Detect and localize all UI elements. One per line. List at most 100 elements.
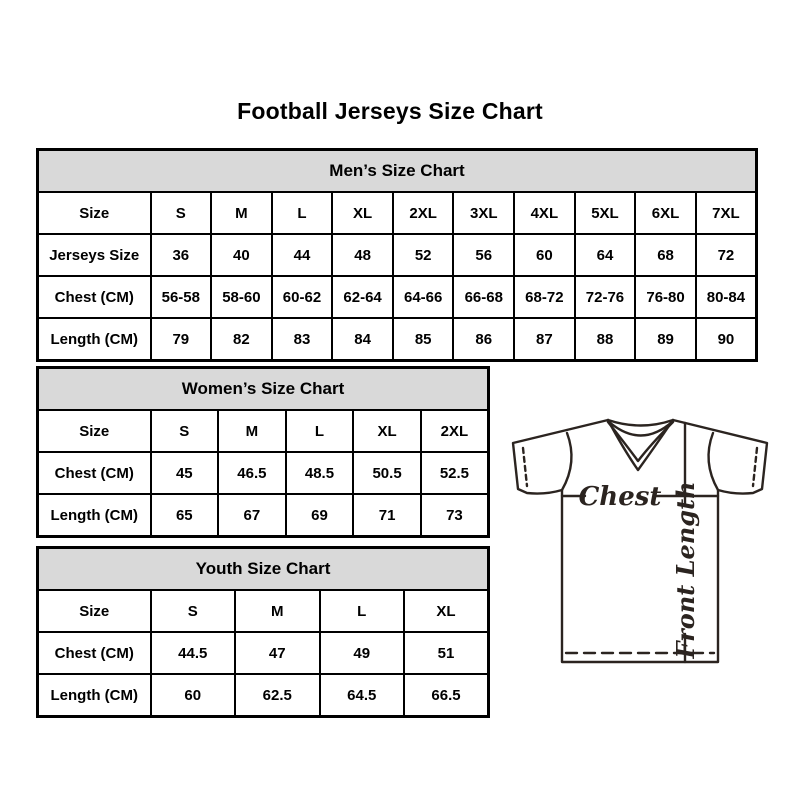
mens-size-table: Men’s Size Chart Size S M L XL 2XL 3XL 4XL 5XL 6XL… (36, 148, 758, 362)
value-cell: 82 (210, 317, 273, 362)
value-cell: 48 (331, 233, 394, 277)
table-row: Length (CM) 65 67 69 71 73 (36, 493, 490, 538)
value-cell: 4XL (513, 191, 576, 235)
value-cell: 52 (391, 233, 455, 277)
womens-size-table: Women’s Size Chart Size S M L XL 2XL Chest (CM)… (36, 366, 490, 538)
table-row: Size S M L XL (36, 589, 490, 633)
value-cell: 62.5 (234, 673, 321, 718)
value-cell: 84 (331, 317, 394, 362)
value-cell: 83 (270, 317, 334, 362)
value-cell: XL (352, 409, 422, 453)
row-label-cell: Length (CM) (36, 493, 152, 538)
value-cell: 6XL (634, 191, 697, 235)
value-cell: 62-64 (331, 275, 394, 319)
right-cuff-stitch-line (751, 446, 759, 488)
value-cell: 65 (149, 493, 220, 538)
mens-table-title: Men’s Size Chart (36, 148, 758, 193)
value-cell: 79 (149, 317, 213, 362)
jersey-outline (511, 418, 769, 664)
value-cell: 56 (452, 233, 516, 277)
row-label-cell: Size (36, 589, 152, 633)
armhole-seam-left (560, 431, 573, 492)
chest-label: Chest (579, 482, 662, 512)
row-label-cell: Size (36, 191, 152, 235)
value-cell: 89 (634, 317, 697, 362)
value-cell: 86 (452, 317, 516, 362)
value-cell: L (284, 409, 355, 453)
collar-outer-v (606, 418, 675, 472)
value-cell: 60-62 (270, 275, 334, 319)
value-cell: 3XL (452, 191, 516, 235)
table-row: Size S M L XL 2XL 3XL 4XL 5XL 6XL 7XL (36, 191, 758, 235)
front-length-label: Front Length (671, 481, 700, 659)
table-row: Chest (CM) 44.5 47 49 51 (36, 631, 490, 675)
value-cell: 7XL (694, 191, 758, 235)
value-cell: 45 (149, 451, 220, 495)
value-cell: 40 (210, 233, 273, 277)
value-cell: 88 (573, 317, 637, 362)
womens-table-title: Women’s Size Chart (36, 366, 490, 411)
row-label-cell: Chest (CM) (36, 631, 152, 675)
left-cuff-stitch-line (521, 446, 529, 488)
value-cell: 66.5 (403, 673, 490, 718)
value-cell: 90 (694, 317, 758, 362)
value-cell: L (270, 191, 334, 235)
value-cell: S (149, 409, 220, 453)
value-cell: 49 (318, 631, 405, 675)
value-cell: XL (403, 589, 490, 633)
page-title: Football Jerseys Size Chart (237, 98, 543, 124)
value-cell: M (234, 589, 321, 633)
collar-top-edge (606, 418, 675, 427)
value-cell: 64-66 (391, 275, 455, 319)
value-cell: 68-72 (513, 275, 576, 319)
value-cell: 44.5 (149, 631, 236, 675)
value-cell: L (318, 589, 405, 633)
value-cell: 68 (634, 233, 697, 277)
value-cell: 69 (284, 493, 355, 538)
value-cell: M (217, 409, 287, 453)
value-cell: 60 (513, 233, 576, 277)
armhole-seam-right (707, 431, 720, 492)
value-cell: 52.5 (419, 451, 490, 495)
value-cell: 67 (217, 493, 287, 538)
value-cell: 60 (149, 673, 236, 718)
row-label-cell: Size (36, 409, 152, 453)
value-cell: 56-58 (149, 275, 213, 319)
value-cell: S (149, 589, 236, 633)
value-cell: 47 (234, 631, 321, 675)
value-cell: 76-80 (634, 275, 697, 319)
table-row: Jerseys Size 36 40 44 48 52 56 60 64 68 72 (36, 233, 758, 277)
row-label-cell: Chest (CM) (36, 451, 152, 495)
value-cell: 44 (270, 233, 334, 277)
row-label-cell: Jerseys Size (36, 233, 152, 277)
value-cell: 85 (391, 317, 455, 362)
value-cell: 87 (513, 317, 576, 362)
value-cell: 36 (149, 233, 213, 277)
row-label-cell: Chest (CM) (36, 275, 152, 319)
value-cell: 51 (403, 631, 490, 675)
value-cell: 64.5 (318, 673, 405, 718)
collar-rib-arc-1 (606, 419, 675, 437)
youth-table-title: Youth Size Chart (36, 546, 490, 591)
table-row: Length (CM) 60 62.5 64.5 66.5 (36, 673, 490, 718)
collar-inner-v (606, 420, 675, 463)
table-row: Length (CM) 79 82 83 84 85 86 87 88 89 90 (36, 317, 758, 362)
value-cell: 72 (694, 233, 758, 277)
table-row: Chest (CM) 56-58 58-60 60-62 62-64 64-66 66-68… (36, 275, 758, 319)
table-row: Size S M L XL 2XL (36, 409, 490, 453)
value-cell: 46.5 (217, 451, 287, 495)
value-cell: 80-84 (694, 275, 758, 319)
value-cell: XL (331, 191, 394, 235)
value-cell: 2XL (419, 409, 490, 453)
value-cell: S (149, 191, 213, 235)
value-cell: 58-60 (210, 275, 273, 319)
value-cell: 71 (352, 493, 422, 538)
value-cell: M (210, 191, 273, 235)
row-label-cell: Length (CM) (36, 673, 152, 718)
value-cell: 5XL (573, 191, 637, 235)
value-cell: 66-68 (452, 275, 516, 319)
value-cell: 72-76 (573, 275, 637, 319)
row-label-cell: Length (CM) (36, 317, 152, 362)
value-cell: 73 (419, 493, 490, 538)
